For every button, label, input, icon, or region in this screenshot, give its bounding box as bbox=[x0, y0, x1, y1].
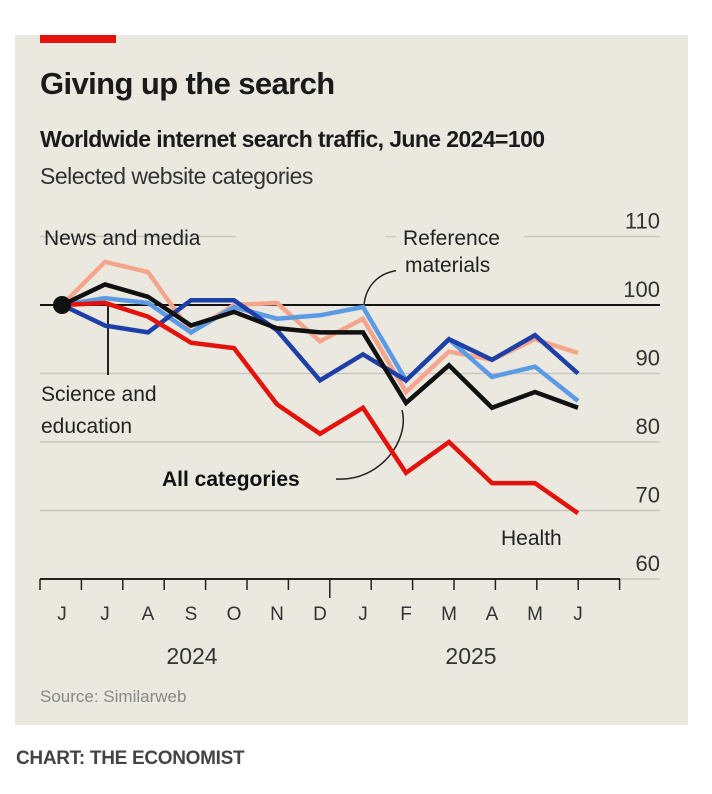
label-health: Health bbox=[501, 527, 562, 550]
x-tick-label: M bbox=[441, 604, 457, 625]
label-all-categories: All categories bbox=[162, 468, 300, 491]
all-categories-leader bbox=[335, 409, 404, 480]
x-tick-label: J bbox=[100, 604, 110, 625]
chart-subtitle: Worldwide internet search traffic, June … bbox=[40, 126, 545, 152]
series-line-all-categories bbox=[61, 282, 579, 411]
series-line-health bbox=[61, 300, 580, 516]
x-tick-label: A bbox=[142, 604, 155, 625]
chart-title: Giving up the search bbox=[40, 66, 335, 101]
x-tick-label: O bbox=[227, 604, 242, 625]
baseline-dot bbox=[53, 296, 71, 314]
label-reference-line2: materials bbox=[405, 254, 490, 277]
label-reference: Reference materials bbox=[403, 227, 500, 277]
y-tick-label: 90 bbox=[636, 346, 660, 371]
y-tick-label: 100 bbox=[623, 277, 660, 302]
label-science-line1: Science and bbox=[41, 383, 157, 406]
series-line-news-and-media bbox=[60, 259, 579, 396]
year-label: 2024 bbox=[166, 643, 217, 669]
y-tick-label: 80 bbox=[636, 414, 660, 439]
y-tick-label: 60 bbox=[636, 551, 660, 576]
x-tick-label: F bbox=[400, 604, 412, 625]
year-label: 2025 bbox=[445, 643, 496, 669]
y-tick-label: 70 bbox=[636, 483, 660, 508]
chart-credit: CHART: THE ECONOMIST bbox=[16, 748, 245, 769]
brand-red-bar bbox=[40, 35, 116, 43]
chart-panel bbox=[15, 35, 688, 725]
label-science-line2: education bbox=[41, 415, 132, 438]
x-tick-label: N bbox=[270, 604, 284, 625]
x-tick-label: J bbox=[57, 604, 67, 625]
series-line-reference-materials bbox=[61, 295, 580, 403]
label-reference-line1: Reference bbox=[403, 227, 500, 250]
x-tick-label: J bbox=[573, 604, 583, 625]
label-science: Science and education bbox=[41, 383, 157, 438]
x-tick-label: S bbox=[185, 604, 198, 625]
chart-subsubtitle: Selected website categories bbox=[40, 163, 313, 189]
x-tick-label: J bbox=[358, 604, 368, 625]
source-note: Source: Similarweb bbox=[40, 687, 186, 706]
x-tick-label: M bbox=[527, 604, 543, 625]
y-tick-label: 110 bbox=[625, 209, 660, 234]
x-tick-label: D bbox=[313, 604, 327, 625]
x-tick-label: A bbox=[486, 604, 499, 625]
label-news-and-media: News and media bbox=[44, 227, 201, 250]
series-line-science-and-education bbox=[61, 297, 580, 384]
